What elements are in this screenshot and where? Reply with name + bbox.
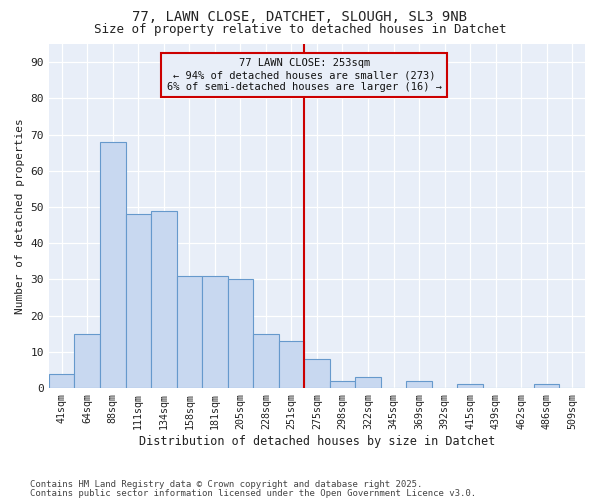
Bar — [406, 381, 432, 388]
Text: 77 LAWN CLOSE: 253sqm
← 94% of detached houses are smaller (273)
6% of semi-deta: 77 LAWN CLOSE: 253sqm ← 94% of detached … — [167, 58, 442, 92]
Text: 77, LAWN CLOSE, DATCHET, SLOUGH, SL3 9NB: 77, LAWN CLOSE, DATCHET, SLOUGH, SL3 9NB — [133, 10, 467, 24]
Bar — [151, 210, 176, 388]
Bar — [355, 377, 381, 388]
Bar — [253, 334, 278, 388]
Text: Contains public sector information licensed under the Open Government Licence v3: Contains public sector information licen… — [30, 488, 476, 498]
Bar — [49, 374, 74, 388]
Bar — [330, 381, 355, 388]
Y-axis label: Number of detached properties: Number of detached properties — [15, 118, 25, 314]
Text: Size of property relative to detached houses in Datchet: Size of property relative to detached ho… — [94, 22, 506, 36]
Bar — [304, 359, 330, 388]
Bar — [534, 384, 559, 388]
Bar — [100, 142, 125, 388]
Text: Contains HM Land Registry data © Crown copyright and database right 2025.: Contains HM Land Registry data © Crown c… — [30, 480, 422, 489]
Bar — [202, 276, 227, 388]
Bar — [125, 214, 151, 388]
Bar — [457, 384, 483, 388]
Bar — [227, 280, 253, 388]
Bar — [74, 334, 100, 388]
Bar — [176, 276, 202, 388]
Bar — [278, 341, 304, 388]
X-axis label: Distribution of detached houses by size in Datchet: Distribution of detached houses by size … — [139, 434, 495, 448]
